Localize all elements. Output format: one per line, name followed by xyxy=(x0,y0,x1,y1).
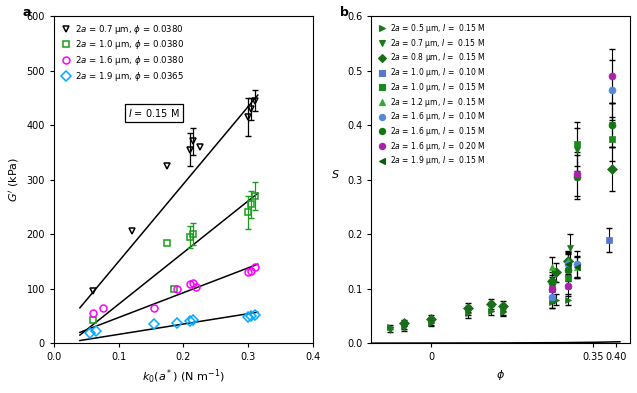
Legend: 2$a$ = 0.5 μm, $I$ =  0.15 M, 2$a$ = 0.7 μm, $I$ =  0.15 M, 2$a$ = 0.8 μm, $I$ =: 2$a$ = 0.5 μm, $I$ = 0.15 M, 2$a$ = 0.7 … xyxy=(375,20,487,169)
Y-axis label: $G'$ (kPa): $G'$ (kPa) xyxy=(7,157,21,202)
Text: b: b xyxy=(340,6,349,19)
X-axis label: $k_0(a^*)$ (N m$^{-1}$): $k_0(a^*)$ (N m$^{-1}$) xyxy=(142,368,225,386)
X-axis label: $\phi$: $\phi$ xyxy=(496,368,505,382)
Text: $I$ = 0.15 M: $I$ = 0.15 M xyxy=(129,107,180,119)
Y-axis label: $S$: $S$ xyxy=(331,168,340,180)
Legend: 2$a$ = 0.7 μm, $\phi$ = 0.0380, 2$a$ = 1.0 μm, $\phi$ = 0.0380, 2$a$ = 1.6 μm, $: 2$a$ = 0.7 μm, $\phi$ = 0.0380, 2$a$ = 1… xyxy=(59,20,187,85)
Text: a: a xyxy=(23,6,31,19)
